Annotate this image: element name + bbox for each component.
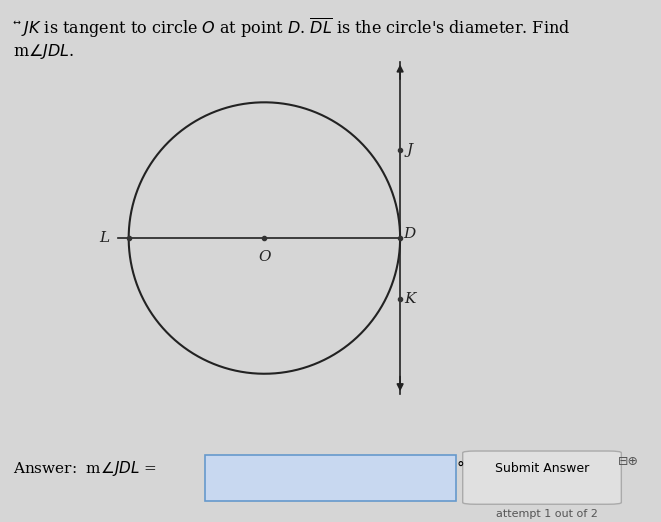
Text: Answer:  m$\angle JDL$ =: Answer: m$\angle JDL$ = xyxy=(13,459,157,478)
Text: L: L xyxy=(99,231,109,245)
Text: O: O xyxy=(258,250,270,264)
Text: K: K xyxy=(404,292,415,306)
Text: attempt 1 out of 2: attempt 1 out of 2 xyxy=(496,509,598,519)
Text: Submit Answer: Submit Answer xyxy=(495,462,589,475)
Text: °: ° xyxy=(456,461,464,476)
FancyBboxPatch shape xyxy=(205,455,456,501)
Text: J: J xyxy=(407,143,412,157)
Text: ⊟⊕: ⊟⊕ xyxy=(617,455,639,468)
Text: $\overleftrightarrow{JK}$ is tangent to circle $O$ at point $D$. $\overline{DL}$: $\overleftrightarrow{JK}$ is tangent to … xyxy=(13,16,570,62)
FancyBboxPatch shape xyxy=(463,451,621,504)
Text: D: D xyxy=(403,227,416,241)
